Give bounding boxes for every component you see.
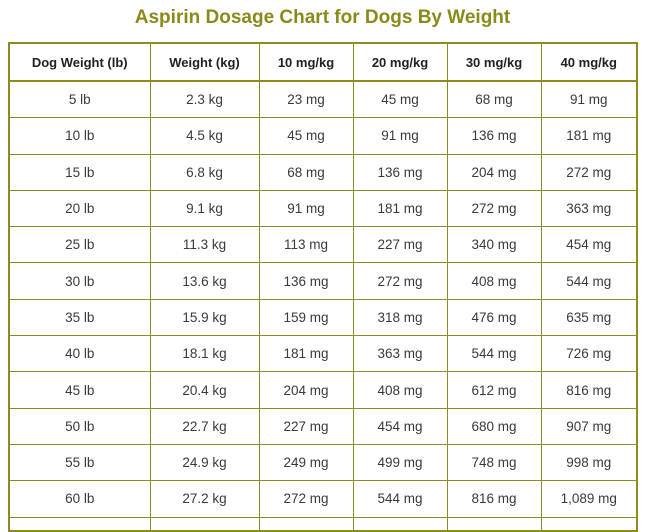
table-cell: 204 mg bbox=[258, 371, 354, 409]
table-cell: 40 lb bbox=[8, 335, 151, 373]
table-cell: 9.1 kg bbox=[149, 189, 260, 228]
table-cell: 272 mg bbox=[446, 189, 542, 228]
table-cell: 68 mg bbox=[446, 80, 542, 119]
table-cell: 454 mg bbox=[352, 407, 448, 445]
table-cell: 60 lb bbox=[8, 480, 151, 518]
table-cell: 10 lb bbox=[8, 117, 151, 155]
table-row: 15 lb 6.8 kg 68 mg 136 mg 204 mg 272 mg bbox=[8, 153, 638, 191]
table-cell: 408 mg bbox=[446, 262, 542, 300]
table-cell: 816 mg bbox=[446, 480, 542, 518]
table-cell: 272 mg bbox=[352, 262, 448, 300]
table-row: 60 lb 27.2 kg 272 mg 544 mg 816 mg 1,089 mg bbox=[8, 480, 638, 518]
table-cell: 35 lb bbox=[8, 298, 151, 337]
table-cell: 4.5 kg bbox=[149, 117, 260, 155]
table-cell: 227 mg bbox=[352, 226, 448, 264]
table-body: 5 lb 2.3 kg 23 mg 45 mg 68 mg 91 mg 10 lb 4.5 k… bbox=[8, 80, 638, 531]
table-cell: 2.3 kg bbox=[149, 80, 260, 119]
table-cell: 11.3 kg bbox=[149, 226, 260, 264]
table-cell: 272 mg bbox=[258, 480, 354, 518]
table-cell: 181 mg bbox=[540, 117, 638, 155]
table-row: 50 lb 22.7 kg 227 mg 454 mg 680 mg 907 mg bbox=[8, 407, 638, 445]
table-cell: 136 mg bbox=[258, 262, 354, 300]
table-row: 25 lb 11.3 kg 113 mg 227 mg 340 mg 454 mg bbox=[8, 226, 638, 264]
table-cell: 20 lb bbox=[8, 189, 151, 228]
table-cell: 408 mg bbox=[352, 371, 448, 409]
table-cell: 748 mg bbox=[446, 443, 542, 482]
column-header-20-mg-kg: 20 mg/kg bbox=[352, 42, 448, 82]
table-cell: 45 mg bbox=[352, 80, 448, 119]
column-header-30-mg-kg: 30 mg/kg bbox=[446, 42, 542, 82]
table-row: 40 lb 18.1 kg 181 mg 363 mg 544 mg 726 mg bbox=[8, 335, 638, 373]
table-cell: 204 mg bbox=[446, 153, 542, 191]
column-header-40-mg-kg: 40 mg/kg bbox=[540, 42, 638, 82]
table-cell: 159 mg bbox=[258, 298, 354, 337]
table-row: 30 lb 13.6 kg 136 mg 272 mg 408 mg 544 mg bbox=[8, 262, 638, 300]
table-cell: 22.7 kg bbox=[149, 407, 260, 445]
table-cell: 50 lb bbox=[8, 407, 151, 445]
table-cell: 6.8 kg bbox=[149, 153, 260, 191]
table-cell: 726 mg bbox=[540, 335, 638, 373]
table-cell: 136 mg bbox=[446, 117, 542, 155]
table-cell: 612 mg bbox=[446, 371, 542, 409]
dosage-table-container: Dog Weight (lb) Weight (kg) 10 mg/kg 20 … bbox=[8, 42, 638, 532]
table-cell: 544 mg bbox=[540, 262, 638, 300]
table-cell: 136 mg bbox=[352, 153, 448, 191]
header-row: Dog Weight (lb) Weight (kg) 10 mg/kg 20 … bbox=[8, 42, 638, 82]
table-cell: 15 lb bbox=[8, 153, 151, 191]
table-cell: 45 lb bbox=[8, 371, 151, 409]
table-cell: 998 mg bbox=[540, 443, 638, 482]
table-cell: 499 mg bbox=[352, 443, 448, 482]
page-title: Aspirin Dosage Chart for Dogs By Weight bbox=[134, 7, 511, 28]
table-row: 55 lb 24.9 kg 249 mg 499 mg 748 mg 998 mg bbox=[8, 443, 638, 482]
table-cell: 635 mg bbox=[540, 298, 638, 337]
table-cell: 1,089 mg bbox=[540, 480, 638, 518]
table-cell: 272 mg bbox=[540, 153, 638, 191]
column-header-10-mg-kg: 10 mg/kg bbox=[258, 42, 354, 82]
table-row: 10 lb 4.5 kg 45 mg 91 mg 136 mg 181 mg bbox=[8, 117, 638, 155]
table-cell: 45 mg bbox=[258, 117, 354, 155]
table-cell: 318 mg bbox=[352, 298, 448, 337]
table-cell: 181 mg bbox=[258, 335, 354, 373]
table-cell: 476 mg bbox=[446, 298, 542, 337]
table-cell: 5 lb bbox=[8, 80, 151, 119]
table-cell: 907 mg bbox=[540, 407, 638, 445]
table-cell: 68 mg bbox=[258, 153, 354, 191]
table-cell: 363 mg bbox=[540, 189, 638, 228]
table-header: Dog Weight (lb) Weight (kg) 10 mg/kg 20 … bbox=[8, 42, 638, 82]
table-cell: 91 mg bbox=[352, 117, 448, 155]
table-row: 20 lb 9.1 kg 91 mg 181 mg 272 mg 363 mg bbox=[8, 189, 638, 228]
table-cell: 24.9 kg bbox=[149, 443, 260, 482]
table-cell: 25 lb bbox=[8, 226, 151, 264]
table-cell: 55 lb bbox=[8, 443, 151, 482]
table-cell: 544 mg bbox=[352, 480, 448, 518]
table-row: 35 lb 15.9 kg 159 mg 318 mg 476 mg 635 mg bbox=[8, 298, 638, 337]
table-cell: 816 mg bbox=[540, 371, 638, 409]
table-cell: 181 mg bbox=[352, 189, 448, 228]
table-row: 45 lb 20.4 kg 204 mg 408 mg 612 mg 816 mg bbox=[8, 371, 638, 409]
table-cell: 23 mg bbox=[258, 80, 354, 119]
table-cell: 91 mg bbox=[258, 189, 354, 228]
column-header-weight-kg: Weight (kg) bbox=[149, 42, 260, 82]
column-header-dog-weight-lb: Dog Weight (lb) bbox=[8, 42, 151, 82]
table-cell: 13.6 kg bbox=[149, 262, 260, 300]
dosage-table: Dog Weight (lb) Weight (kg) 10 mg/kg 20 … bbox=[8, 42, 638, 532]
table-cell: 18.1 kg bbox=[149, 335, 260, 373]
table-cell: 91 mg bbox=[540, 80, 638, 119]
table-cell: 113 mg bbox=[258, 226, 354, 264]
table-row: 5 lb 2.3 kg 23 mg 45 mg 68 mg 91 mg bbox=[8, 80, 638, 119]
table-cell: 15.9 kg bbox=[149, 298, 260, 337]
table-cell: 680 mg bbox=[446, 407, 542, 445]
table-cell: 30 lb bbox=[8, 262, 151, 300]
table-cell: 454 mg bbox=[540, 226, 638, 264]
table-cell: 249 mg bbox=[258, 443, 354, 482]
table-cell: 20.4 kg bbox=[149, 371, 260, 409]
table-cell: 363 mg bbox=[352, 335, 448, 373]
table-cell: 544 mg bbox=[446, 335, 542, 373]
table-cell: 27.2 kg bbox=[149, 480, 260, 518]
table-cell: 340 mg bbox=[446, 226, 542, 264]
table-cell: 227 mg bbox=[258, 407, 354, 445]
